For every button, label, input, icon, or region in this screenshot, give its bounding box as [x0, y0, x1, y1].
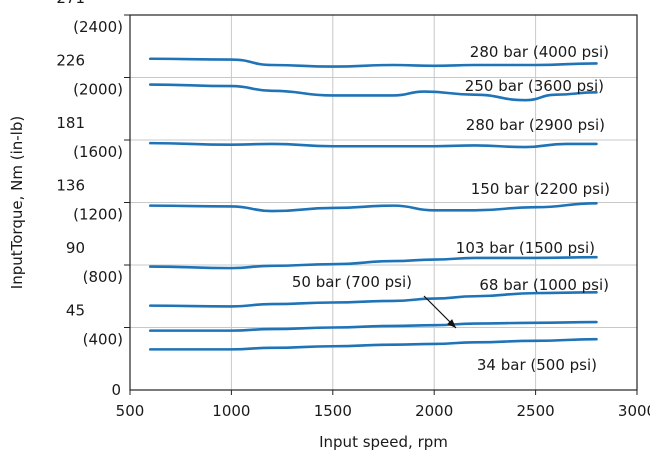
- series-label-3: 280 bar (2900 psi): [466, 116, 605, 134]
- grid-lines: [130, 15, 637, 390]
- x-tick-label: 1000: [212, 402, 250, 420]
- y-tick-label-inlb: (2400): [73, 18, 123, 36]
- x-tick-labels: 500 1000 1500 2000 2500 3000: [116, 390, 650, 420]
- y-tick-label-nm: 271: [56, 0, 85, 7]
- y-tick-label-inlb: (1600): [73, 143, 123, 161]
- series-label-2: 250 bar (3600 psi): [465, 77, 604, 95]
- y-tick-label-nm: 45: [66, 302, 85, 320]
- y-tick-label-nm: 181: [56, 114, 85, 132]
- y-tick-label-nm: 90: [66, 239, 85, 257]
- series-line-8: [148, 337, 598, 351]
- series-label-6: 68 bar (1000 psi): [479, 276, 609, 294]
- x-tick-label: 3000: [618, 402, 650, 420]
- series-label-4: 150 bar (2200 psi): [471, 180, 610, 198]
- series-label-1: 280 bar (4000 psi): [470, 43, 609, 61]
- series-line-6: [148, 291, 598, 308]
- series-line-4: [148, 201, 598, 213]
- x-tick-label: 500: [116, 402, 145, 420]
- series-line-5: [148, 255, 598, 270]
- x-tick-label: 2000: [415, 402, 453, 420]
- y-axis-title: InputTorque, Nm (in-lb): [8, 116, 26, 289]
- y-tick-label-inlb: (1200): [73, 206, 123, 224]
- series-labels: 280 bar (4000 psi) 250 bar (3600 psi) 280 …: [292, 43, 610, 374]
- series-line-7: [148, 320, 598, 332]
- series-label-8: 34 bar (500 psi): [477, 356, 597, 374]
- y-tick-label-inlb: (2000): [73, 81, 123, 99]
- series-line-2: [148, 83, 598, 102]
- y-tick-label-nm: 136: [56, 177, 85, 195]
- y-tick-labels: 0 45 (400) 90 (800) 136 (1200) 181 (1600) 226 (200…: [56, 0, 130, 399]
- annotation-arrow: [423, 295, 457, 329]
- x-axis-title: Input speed, rpm: [319, 433, 448, 451]
- series-label-5: 103 bar (1500 psi): [456, 239, 595, 257]
- y-tick-label-nm: 0: [111, 381, 121, 399]
- y-tick-label-inlb: (400): [83, 331, 123, 349]
- series-line-1: [148, 57, 598, 68]
- arrow-head: [447, 319, 456, 328]
- x-tick-label: 1500: [314, 402, 352, 420]
- y-tick-label-nm: 226: [56, 52, 85, 70]
- x-tick-label: 2500: [517, 402, 555, 420]
- series-line-3: [148, 141, 598, 149]
- series-label-7: 50 bar (700 psi): [292, 273, 412, 291]
- series-lines: [148, 57, 598, 351]
- y-tick-label-inlb: (800): [83, 268, 123, 286]
